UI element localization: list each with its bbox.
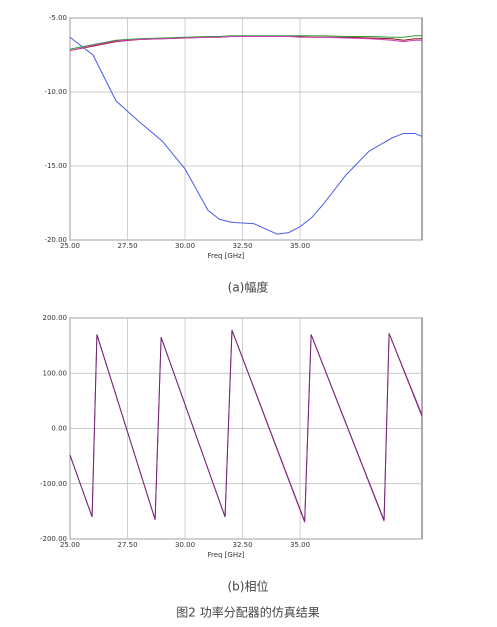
x-axis-label: Freq [GHz]	[207, 551, 244, 559]
x-tick-label: 30.00	[175, 242, 195, 250]
y-tick-label: 100.00	[43, 369, 68, 377]
x-tick-label: 35.00	[290, 541, 310, 549]
figure-caption: 图2 功率分配器的仿真结果	[176, 605, 319, 620]
chart-caption: (b)相位	[228, 579, 269, 594]
series-line	[69, 329, 423, 522]
series-line	[69, 36, 423, 235]
x-tick-label: 27.50	[117, 242, 137, 250]
y-tick-label: -200.00	[40, 535, 67, 543]
x-tick-label: 35.00	[290, 242, 310, 250]
x-tick-label: 32.50	[233, 242, 253, 250]
plot-area	[69, 17, 423, 241]
x-tick-label: 32.50	[233, 541, 253, 549]
y-tick-label: 200.00	[43, 314, 68, 322]
chart-caption: (a)幅度	[228, 280, 269, 295]
y-tick-label: -10.00	[44, 88, 67, 96]
y-tick-label: -20.00	[44, 236, 67, 244]
x-tick-label: 25.00	[60, 541, 80, 549]
x-tick-label: 25.00	[60, 242, 80, 250]
series-line	[69, 36, 422, 52]
y-tick-label: -5.00	[49, 14, 67, 22]
series-line	[69, 35, 422, 50]
x-tick-label: 30.00	[175, 541, 195, 549]
x-axis-label: Freq [GHz]	[207, 252, 244, 260]
y-tick-label: 0.00	[51, 425, 67, 433]
y-tick-label: -100.00	[40, 480, 67, 488]
x-tick-label: 27.50	[117, 541, 137, 549]
y-tick-label: -15.00	[44, 162, 67, 170]
